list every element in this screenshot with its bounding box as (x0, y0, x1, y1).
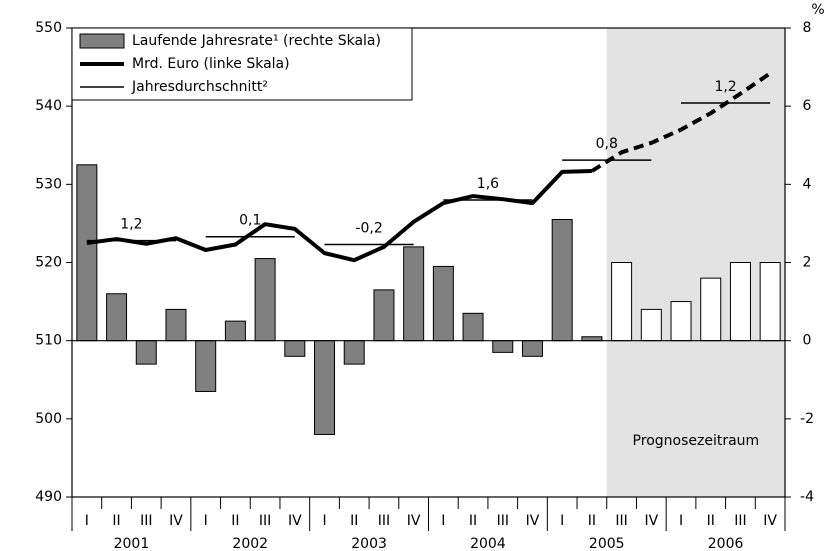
growth-label: 0,8 (596, 136, 618, 152)
bar (462, 312, 484, 342)
legend-label: Mrd. Euro (linke Skala) (132, 56, 290, 72)
growth-label: 1,2 (120, 217, 142, 233)
x-tick-label: IV (169, 513, 183, 529)
line (86, 169, 592, 263)
bar (165, 308, 187, 342)
y-tick-label: 500 (35, 411, 62, 427)
x-tick-label: III (497, 513, 509, 529)
forecast-region (606, 28, 785, 497)
bar (195, 340, 217, 392)
x-tick-label: I (679, 513, 683, 529)
bar (759, 262, 781, 342)
y2-tick-label: 2 (803, 255, 812, 271)
bar (551, 219, 573, 342)
x-tick-label: I (441, 513, 445, 529)
right-axis-label: % (811, 2, 824, 18)
y2-tick-label: 8 (803, 20, 812, 36)
bar (729, 262, 751, 342)
y2-tick-label: 4 (803, 176, 812, 192)
growth-label: 0,1 (239, 213, 261, 229)
x-tick-label: I (85, 513, 89, 529)
x-tick-label: III (734, 513, 746, 529)
bar (76, 164, 98, 342)
bar (254, 258, 276, 342)
x-tick-label: IV (763, 513, 777, 529)
bar (700, 277, 722, 342)
background-layer (606, 28, 785, 497)
growth-label: -0,2 (355, 221, 382, 237)
year-label: 2004 (470, 536, 506, 551)
x-tick-label: I (204, 513, 208, 529)
y-tick-label: 550 (35, 20, 62, 36)
bar (432, 265, 454, 342)
year-label: 2006 (708, 536, 744, 551)
year-label: 2003 (351, 536, 387, 551)
y2-tick-label: -2 (800, 411, 814, 427)
legend: Laufende Jahresrate¹ (rechte Skala) Mrd. … (71, 27, 413, 101)
annotation: Prognosezeitraum (633, 433, 760, 449)
x-tick-label: I (560, 513, 564, 529)
y-tick-label: 540 (35, 98, 62, 114)
x-tick-label: III (140, 513, 152, 529)
legend-label: Jahresdurchschnitt² (131, 79, 268, 95)
y-tick-label: 510 (35, 333, 62, 349)
marks-layer (76, 71, 781, 435)
y-tick-label: 530 (35, 176, 62, 192)
y2-tick-label: 6 (803, 98, 812, 114)
bar (106, 293, 128, 342)
line (590, 71, 772, 173)
bar (492, 340, 514, 353)
bar (640, 308, 662, 342)
x-tick-label: III (615, 513, 627, 529)
growth-label: 1,6 (477, 176, 499, 192)
year-label: 2005 (589, 536, 625, 551)
x-tick-label: II (469, 513, 477, 529)
bar (224, 320, 246, 342)
bar (135, 340, 157, 365)
x-tick-label: IV (526, 513, 540, 529)
y2-tick-label: -4 (800, 489, 814, 505)
x-tick-label: III (378, 513, 390, 529)
bar (670, 301, 692, 342)
y2-tick-label: 0 (803, 333, 812, 349)
y-tick-label: 520 (35, 255, 62, 271)
x-tick-label: II (588, 513, 596, 529)
legend-label: Laufende Jahresrate¹ (rechte Skala) (132, 33, 381, 49)
x-tick-label: I (322, 513, 326, 529)
growth-label: 1,2 (714, 79, 736, 95)
bar (343, 340, 365, 365)
bar (611, 262, 633, 342)
x-tick-label: II (707, 513, 715, 529)
x-tick-label: III (259, 513, 271, 529)
bar (314, 340, 336, 435)
x-tick-label: II (350, 513, 358, 529)
legend-swatch (79, 33, 125, 49)
bar (373, 289, 395, 342)
year-label: 2001 (114, 536, 150, 551)
x-tick-label: IV (644, 513, 658, 529)
bar (521, 340, 543, 357)
x-tick-label: II (112, 513, 120, 529)
x-tick-label: IV (288, 513, 302, 529)
year-label: 2002 (232, 536, 268, 551)
bar (403, 246, 425, 342)
y-tick-label: 490 (35, 489, 62, 505)
legend-box (71, 27, 413, 101)
bar (284, 340, 306, 357)
x-tick-label: II (231, 513, 239, 529)
x-tick-label: IV (407, 513, 421, 529)
